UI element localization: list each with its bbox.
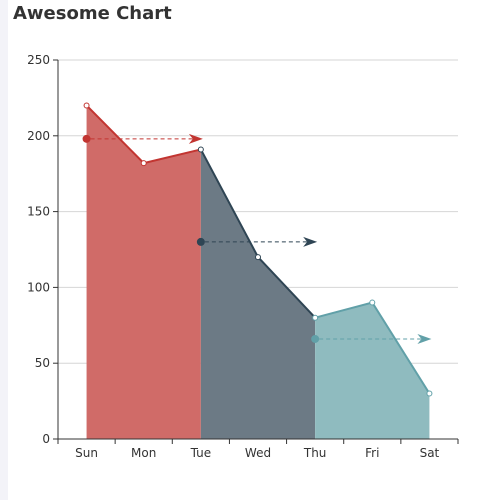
x-tick-label: Fri — [365, 446, 379, 460]
y-tick-label: 50 — [35, 356, 50, 370]
y-tick-label: 100 — [27, 280, 50, 294]
area-segment — [86, 105, 201, 439]
annotation-arrows — [82, 133, 432, 344]
x-tick-label: Thu — [303, 446, 327, 460]
data-point — [426, 390, 433, 397]
x-tick-label: Sat — [420, 446, 440, 460]
arrow-head — [188, 133, 203, 144]
y-tick-label: 200 — [27, 129, 50, 143]
data-point — [255, 254, 261, 261]
chart-title: Awesome Chart — [13, 3, 172, 24]
area-segment — [315, 302, 430, 439]
arrow-start-dot — [196, 237, 205, 246]
arrow-head — [417, 333, 432, 344]
arrow-head — [303, 236, 318, 247]
x-tick-label: Wed — [245, 446, 271, 460]
arrow-start-dot — [311, 334, 320, 343]
data-points — [83, 102, 433, 397]
data-point — [369, 299, 376, 306]
y-tick-label: 0 — [42, 432, 50, 446]
data-point — [140, 160, 147, 167]
data-point — [83, 102, 90, 109]
arrow-start-dot — [82, 134, 91, 143]
tick-labels: 0 50 100 150 200 250 Sun Mon Tue Wed Thu Fri Sat — [27, 53, 439, 460]
x-tick-label: Tue — [190, 446, 212, 460]
area-segment — [200, 149, 316, 439]
area-fills — [86, 105, 430, 439]
x-tick-label: Mon — [131, 446, 156, 460]
data-point — [197, 146, 204, 153]
data-point — [312, 314, 319, 321]
y-tick-label: 250 — [27, 53, 50, 67]
x-tick-label: Sun — [75, 446, 98, 460]
axes — [53, 59, 459, 444]
y-tick-label: 150 — [27, 205, 50, 219]
